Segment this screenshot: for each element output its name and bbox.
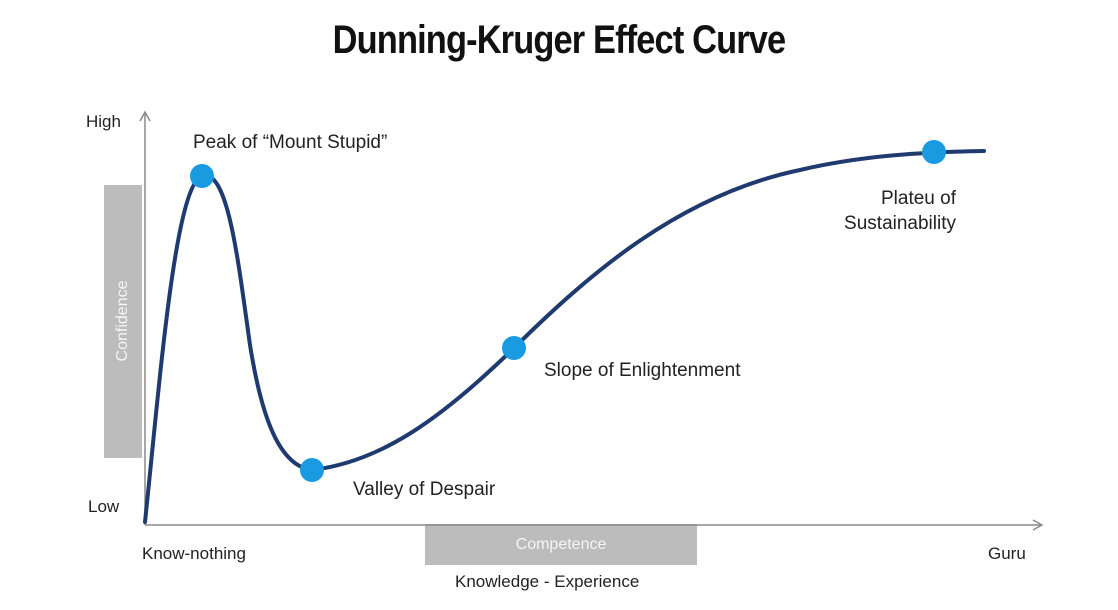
- plateau-label-line2: Sustainability: [844, 213, 956, 234]
- peak-marker: [190, 164, 214, 188]
- slope-label: Slope of Enlightenment: [544, 360, 741, 381]
- plateau-label-line1: Plateu of: [881, 188, 956, 209]
- peak-label: Peak of “Mount Stupid”: [193, 132, 388, 153]
- x-axis-end-label: Guru: [988, 544, 1026, 563]
- x-axis-title: Knowledge - Experience: [455, 572, 640, 591]
- valley-label: Valley of Despair: [353, 479, 496, 500]
- valley-marker: [300, 458, 324, 482]
- diagram-title: Dunning-Kruger Effect Curve: [332, 18, 787, 62]
- competence-band: Competence: [425, 524, 697, 565]
- plateau-marker: [922, 140, 946, 164]
- y-axis-arrow: [139, 110, 151, 122]
- x-axis-arrow: [1032, 519, 1044, 531]
- y-axis-high-label: High: [86, 112, 121, 131]
- y-axis-low-label: Low: [88, 497, 120, 516]
- confidence-band: [104, 185, 142, 458]
- x-axis-start-label: Know-nothing: [142, 544, 246, 563]
- plateau-label: Plateu of Sustainability: [844, 188, 956, 235]
- slope-marker: [502, 336, 526, 360]
